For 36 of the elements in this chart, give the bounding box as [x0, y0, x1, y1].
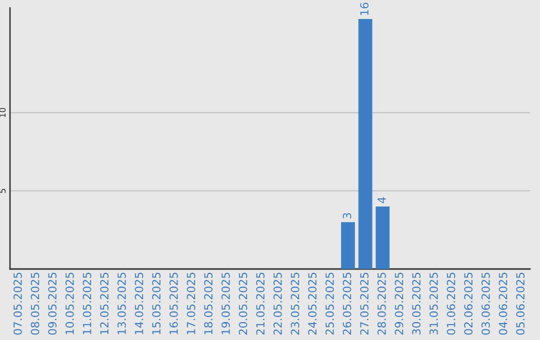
x-tick-label: 01.06.2025: [446, 272, 456, 335]
x-tick-label: 13.05.2025: [117, 272, 126, 334]
x-tick-label: 30.05.2025: [412, 272, 421, 335]
x-tick-label: 02.06.2025: [464, 272, 473, 335]
x-tick-label: 17.05.2025: [186, 272, 196, 334]
x-tick-label: 05.06.2025: [516, 272, 525, 335]
x-tick-label: 24.05.2025: [308, 272, 317, 335]
bar: [341, 222, 355, 269]
x-tick-label: 14.05.2025: [134, 272, 144, 334]
x-tick-label: 26.05.2025: [342, 272, 352, 335]
data-label: 4: [378, 197, 386, 204]
x-tick-label: 22.05.2025: [273, 272, 282, 335]
x-tick-label: 18.05.2025: [204, 272, 213, 334]
x-tick-label: 04.06.2025: [498, 272, 508, 335]
bar: [376, 206, 390, 269]
data-label: 3: [342, 213, 352, 218]
x-tick-label: 10.05.2025: [65, 272, 74, 334]
x-tick-label: 03.06.2025: [481, 272, 490, 335]
x-tick-label: 16.05.2025: [169, 272, 178, 334]
x-tick-label: 15.05.2025: [152, 272, 161, 334]
x-tick-label: 29.05.2025: [394, 272, 404, 335]
bar: [358, 18, 372, 269]
x-tick-label: 31.05.2025: [429, 272, 438, 335]
x-tick-label: 23.05.2025: [290, 272, 300, 335]
data-label: 16: [360, 2, 369, 15]
x-tick-label: 07.05.2025: [13, 272, 22, 335]
x-tick-label: 27.05.2025: [360, 272, 369, 335]
x-tick-label: 19.05.2025: [221, 272, 230, 334]
x-tick-label: 11.05.2025: [82, 272, 92, 334]
x-tick-label: 20.05.2025: [238, 272, 248, 335]
x-tick-label: 25.05.2025: [325, 272, 334, 335]
x-tick-label: 09.05.2025: [48, 272, 57, 335]
x-tick-label: 21.05.2025: [256, 272, 265, 335]
x-tick-label: 28.05.2025: [377, 272, 386, 335]
x-tick-label: 08.05.2025: [30, 272, 40, 335]
x-tick-label: 12.05.2025: [100, 272, 109, 334]
